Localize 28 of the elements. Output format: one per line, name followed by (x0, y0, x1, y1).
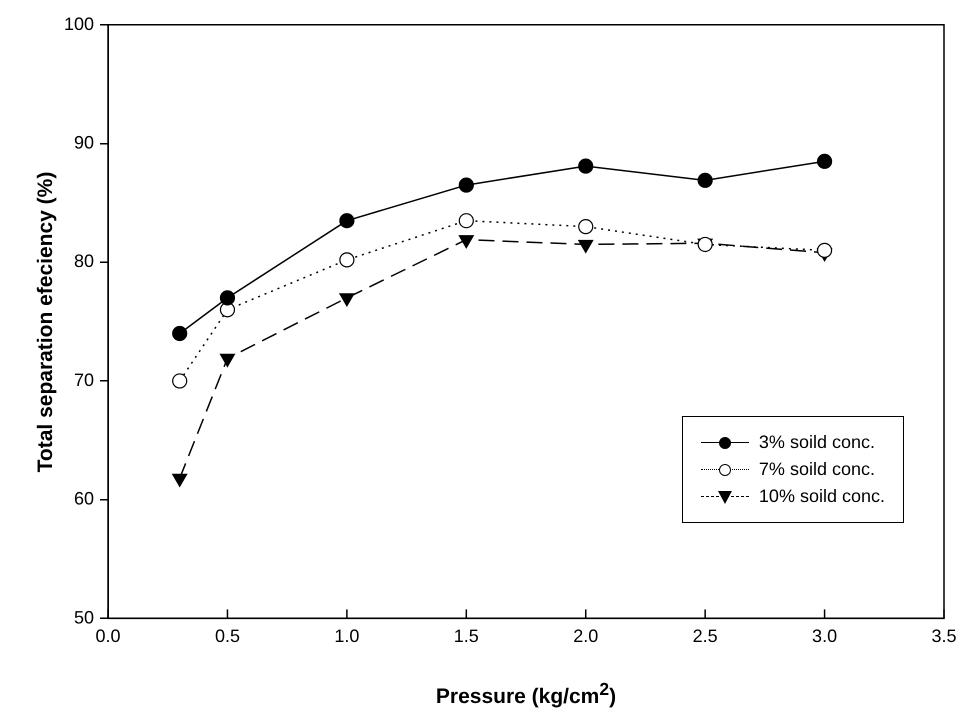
x-tick-label: 1.0 (334, 626, 360, 646)
y-tick-label: 90 (74, 132, 94, 152)
point (458, 177, 474, 193)
y-tick-label: 80 (74, 251, 94, 272)
y-tick-label: 70 (74, 370, 94, 390)
point (816, 242, 832, 258)
point (339, 213, 354, 228)
point (172, 474, 188, 487)
point (172, 326, 188, 342)
point (816, 154, 832, 169)
y-axis-title: Total separation efeciency (%) (34, 171, 58, 472)
x-tick-label: 3.0 (812, 626, 838, 646)
point (220, 290, 236, 306)
point (698, 172, 713, 188)
y-tick-label: 100 (64, 14, 94, 34)
y-tick-label: 60 (74, 488, 94, 509)
legend-label: 10% soild conc. (758, 485, 885, 508)
legend-label: 7% soild conc. (758, 458, 875, 482)
x-tick-label: 2.5 (692, 626, 718, 646)
point (578, 158, 594, 174)
x-tick-label: 3.5 (931, 626, 957, 646)
x-tick-label: 0.0 (96, 626, 121, 646)
legend-label: 3% soild conc. (758, 431, 875, 454)
x-axis-title: Pressure (kg/cm$^{2}$) (434, 679, 618, 709)
y-tick-label: 50 (74, 607, 94, 628)
x-tick-label: 2.0 (573, 626, 598, 646)
x-tick-label: 1.5 (454, 626, 479, 646)
x-tick-label: 0.5 (214, 626, 240, 646)
